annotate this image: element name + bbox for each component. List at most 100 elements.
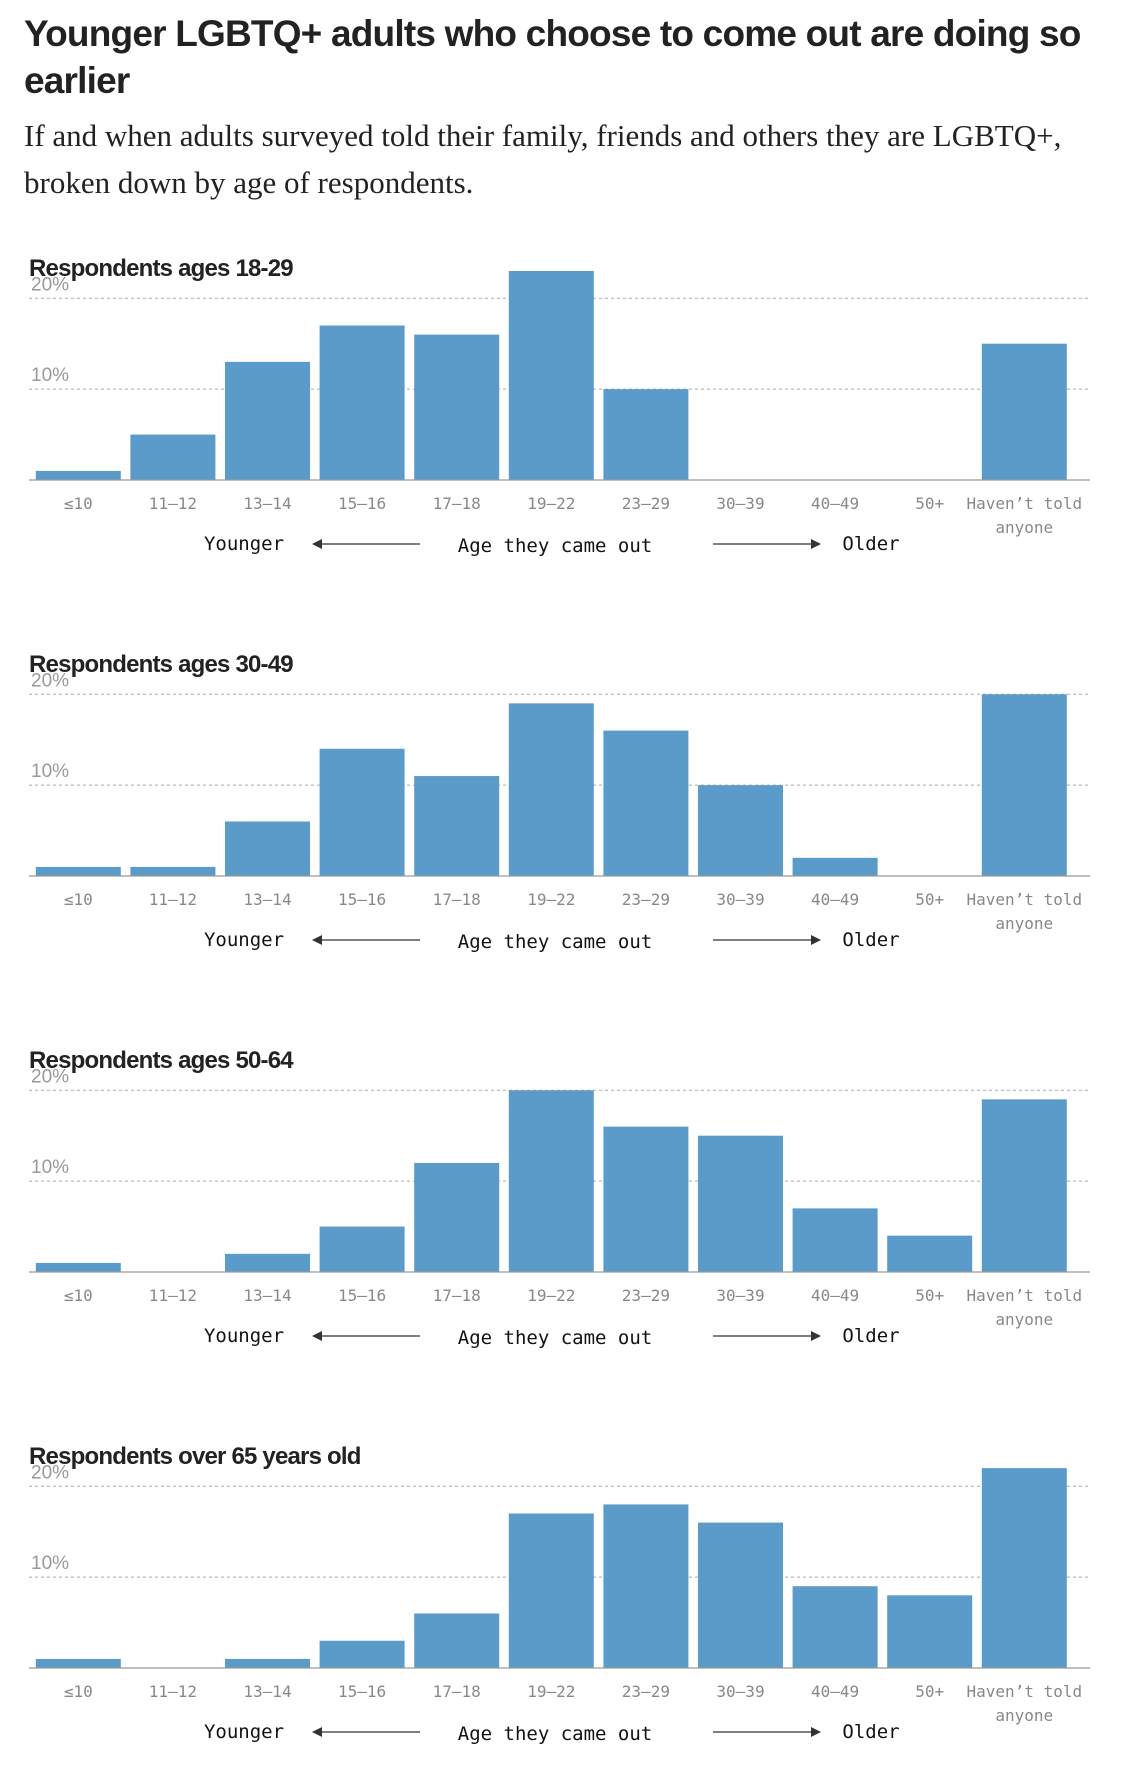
x-tick-label: 11–12 <box>148 1286 197 1305</box>
x-tick-label-box: 17–18 <box>432 494 481 513</box>
x-tick-label-box: Haven’t told anyone <box>967 1682 1083 1725</box>
x-tick-label: ≤10 <box>63 890 93 909</box>
x-tick-label: 17–18 <box>432 890 481 909</box>
x-tick-label-box: 11–12 <box>149 494 197 513</box>
y-tick-label: 20% <box>31 670 69 691</box>
chart-panel: Respondents ages 50-64 10% 20% ≤10 11–12 13–1… <box>29 1047 1090 1349</box>
x-tick-label-box: ≤10 <box>63 1286 93 1305</box>
x-tick-label: ≤10 <box>63 1286 93 1305</box>
bar <box>130 866 216 876</box>
x-tick-label: ≤10 <box>63 1682 93 1701</box>
x-tick-label: 30–39 <box>716 1682 765 1701</box>
arrowhead-right <box>811 1727 821 1737</box>
bar <box>508 703 594 876</box>
x-tick-label-box: ≤10 <box>63 1682 93 1701</box>
bar <box>225 821 310 876</box>
x-tick-label: 13–14 <box>243 890 292 909</box>
x-tick-label: 50+ <box>915 494 945 513</box>
x-tick-label: 15–16 <box>338 494 387 513</box>
y-tick-label: 20% <box>31 274 69 295</box>
bar <box>225 361 310 480</box>
bar <box>698 1135 783 1272</box>
axis-note-left: Younger <box>204 929 284 951</box>
axis-note-right: Older <box>842 533 899 555</box>
x-tick-label: 50+ <box>915 890 945 909</box>
x-tick-label: 19–22 <box>527 494 576 513</box>
charts: Respondents ages 18-29 10% 20% ≤10 11–12 13–1… <box>0 246 1128 1754</box>
axis-note-right: Older <box>842 929 899 951</box>
x-tick-label: 13–14 <box>243 1286 292 1305</box>
x-tick-label: 23–29 <box>621 890 670 909</box>
x-tick-label: 50+ <box>915 1682 945 1701</box>
x-tick-label-box: 40–49 <box>811 494 859 513</box>
x-tick-label-box: Haven’t told anyone <box>967 890 1083 933</box>
x-tick-label-box: 17–18 <box>432 1682 481 1701</box>
axis-note-left: Younger <box>204 1325 284 1347</box>
x-tick-label-box: 11–12 <box>149 890 197 909</box>
bar <box>130 434 216 480</box>
arrowhead-right <box>811 1331 821 1341</box>
y-tick-label: 10% <box>31 1157 69 1178</box>
x-tick-label: 19–22 <box>527 1286 576 1305</box>
x-tick-label-box: Haven’t told anyone <box>966 494 1083 537</box>
x-tick-label: 30–39 <box>716 890 765 909</box>
chart-panel: Respondents over 65 years old 10% 20% ≤10 11… <box>29 1443 1090 1745</box>
chart-panel: Respondents ages 30-49 10% 20% ≤10 11–12 13–1… <box>29 651 1090 953</box>
x-tick-label: 17–18 <box>432 494 481 513</box>
x-tick-label: 11–12 <box>148 1682 197 1701</box>
x-tick-label-box: 13–14 <box>243 494 292 513</box>
x-tick-label-box: 50+ <box>915 1682 945 1701</box>
x-tick-label: Haven’t told anyone <box>966 1286 1083 1329</box>
bar <box>414 1162 500 1272</box>
bar <box>508 1513 594 1668</box>
x-tick-label-box: 30–39 <box>716 1682 765 1701</box>
bar <box>792 1208 878 1272</box>
bar <box>887 1235 973 1272</box>
x-tick-label-box: 50+ <box>915 1286 944 1305</box>
x-tick-label-box: 40–49 <box>811 1682 859 1701</box>
x-tick-label-box: 23–29 <box>622 1682 670 1701</box>
y-tick-label: 20% <box>31 1462 69 1483</box>
bar <box>508 1090 594 1272</box>
header: Younger LGBTQ+ adults who choose to come… <box>0 0 1128 246</box>
x-tick-label-box: ≤10 <box>63 494 93 513</box>
x-tick-label-box: 30–39 <box>716 494 764 513</box>
x-tick-label: Haven’t told anyone <box>966 494 1083 537</box>
x-tick-label-box: 23–29 <box>622 494 670 513</box>
axis-note-center: Age they came out <box>458 1327 652 1349</box>
x-tick-label: 30–39 <box>716 1286 765 1305</box>
bar <box>319 325 405 480</box>
panel-title: Respondents ages 18-29 <box>29 255 293 282</box>
x-tick-label-box: 13–14 <box>243 890 292 909</box>
arrowhead-right <box>811 935 821 945</box>
bar <box>603 1504 689 1668</box>
arrowhead-left <box>312 935 322 945</box>
bar <box>414 334 500 480</box>
axis-note-center: Age they came out <box>458 1723 652 1745</box>
x-tick-label-box: 11–12 <box>148 1682 197 1701</box>
x-tick-label: 17–18 <box>432 1286 481 1305</box>
x-tick-label-box: 13–14 <box>243 1682 291 1701</box>
x-tick-label-box: 50+ <box>915 890 945 909</box>
x-tick-label-box: 17–18 <box>432 1286 481 1305</box>
x-tick-label: 17–18 <box>432 1682 481 1701</box>
bar <box>603 389 689 480</box>
bar <box>35 1658 121 1668</box>
bar <box>35 1262 121 1272</box>
x-tick-label-box: 40–49 <box>811 890 859 909</box>
bar <box>792 857 878 876</box>
bar <box>698 785 783 876</box>
x-tick-label: ≤10 <box>63 494 93 513</box>
bar <box>225 1253 310 1272</box>
bar <box>35 470 121 480</box>
x-tick-label: 13–14 <box>243 494 292 513</box>
bar <box>319 1640 405 1668</box>
panel-title: Respondents over 65 years old <box>29 1443 361 1470</box>
bar <box>887 1595 973 1668</box>
bar <box>981 694 1067 876</box>
x-tick-label-box: 23–29 <box>621 890 670 909</box>
y-tick-label: 10% <box>31 365 69 386</box>
x-tick-label-box: 23–29 <box>622 1286 670 1305</box>
chart-panel: Respondents ages 18-29 10% 20% ≤10 11–12 13–1… <box>29 255 1090 557</box>
